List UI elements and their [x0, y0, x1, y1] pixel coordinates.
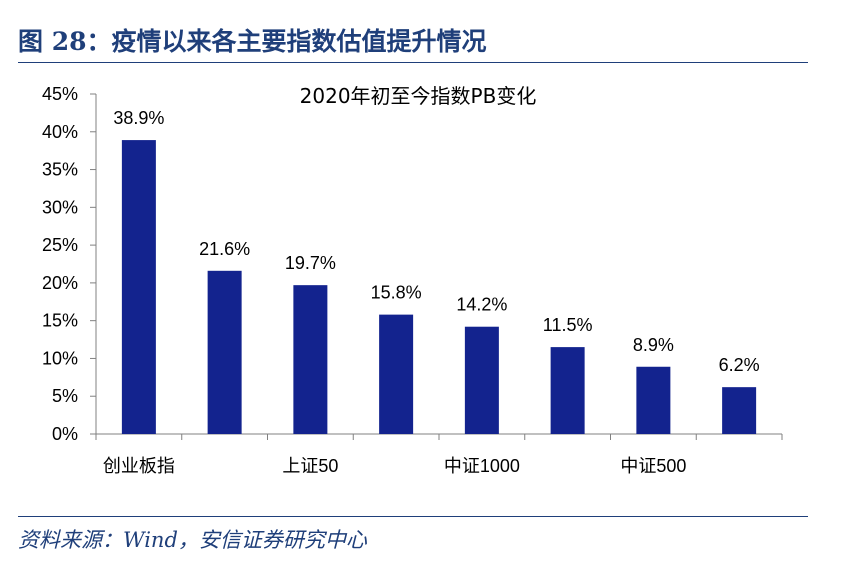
x-axis-ticks: 创业板指 上证50 中证1000 中证500	[95, 434, 783, 476]
footer-rule	[18, 516, 808, 517]
y-tick-label: 40%	[42, 122, 78, 142]
x-tick-label: 中证1000	[444, 456, 520, 476]
header-rule	[18, 62, 808, 63]
bar	[379, 314, 414, 434]
data-label: 6.2%	[719, 355, 760, 375]
y-tick-label: 5%	[52, 386, 78, 406]
chart-data-labels: 38.9% 21.6% 19.7% 15.8% 14.2% 11.5% 8.9% 6.2%	[113, 108, 759, 375]
data-label: 8.9%	[633, 335, 674, 355]
y-tick-label: 35%	[42, 160, 78, 180]
y-tick-label: 25%	[42, 235, 78, 255]
y-tick-label: 15%	[42, 311, 78, 331]
chart-axes	[95, 94, 782, 435]
y-tick-label: 30%	[42, 197, 78, 217]
x-tick-label: 中证500	[620, 456, 686, 476]
y-tick-label: 10%	[42, 348, 78, 368]
figure-title: 图 28：疫情以来各主要指数估值提升情况	[18, 27, 487, 56]
bar	[464, 326, 499, 434]
bar	[636, 366, 671, 434]
data-label: 21.6%	[199, 239, 250, 259]
chart-title: 2020年初至今指数PB变化	[300, 84, 537, 108]
y-tick-label: 45%	[42, 84, 78, 104]
chart-bars	[121, 140, 757, 435]
data-label: 11.5%	[543, 315, 593, 335]
y-tick-label: 0%	[52, 424, 78, 444]
bar	[207, 270, 242, 434]
data-label: 38.9%	[113, 108, 164, 128]
bar	[121, 140, 156, 435]
data-label: 15.8%	[371, 283, 422, 303]
bar	[550, 347, 585, 434]
y-tick-label: 20%	[42, 273, 78, 293]
x-tick-label: 创业板指	[103, 456, 175, 476]
y-axis-ticks: 0% 5% 10% 15% 20% 25% 30% 35% 40% 45%	[42, 84, 96, 444]
bar	[293, 285, 328, 434]
source-note: 资料来源：Wind，安信证券研究中心	[18, 528, 367, 552]
data-label: 19.7%	[285, 253, 336, 273]
data-label: 14.2%	[456, 295, 507, 315]
x-tick-label: 上证50	[282, 456, 338, 476]
bar	[722, 387, 757, 434]
